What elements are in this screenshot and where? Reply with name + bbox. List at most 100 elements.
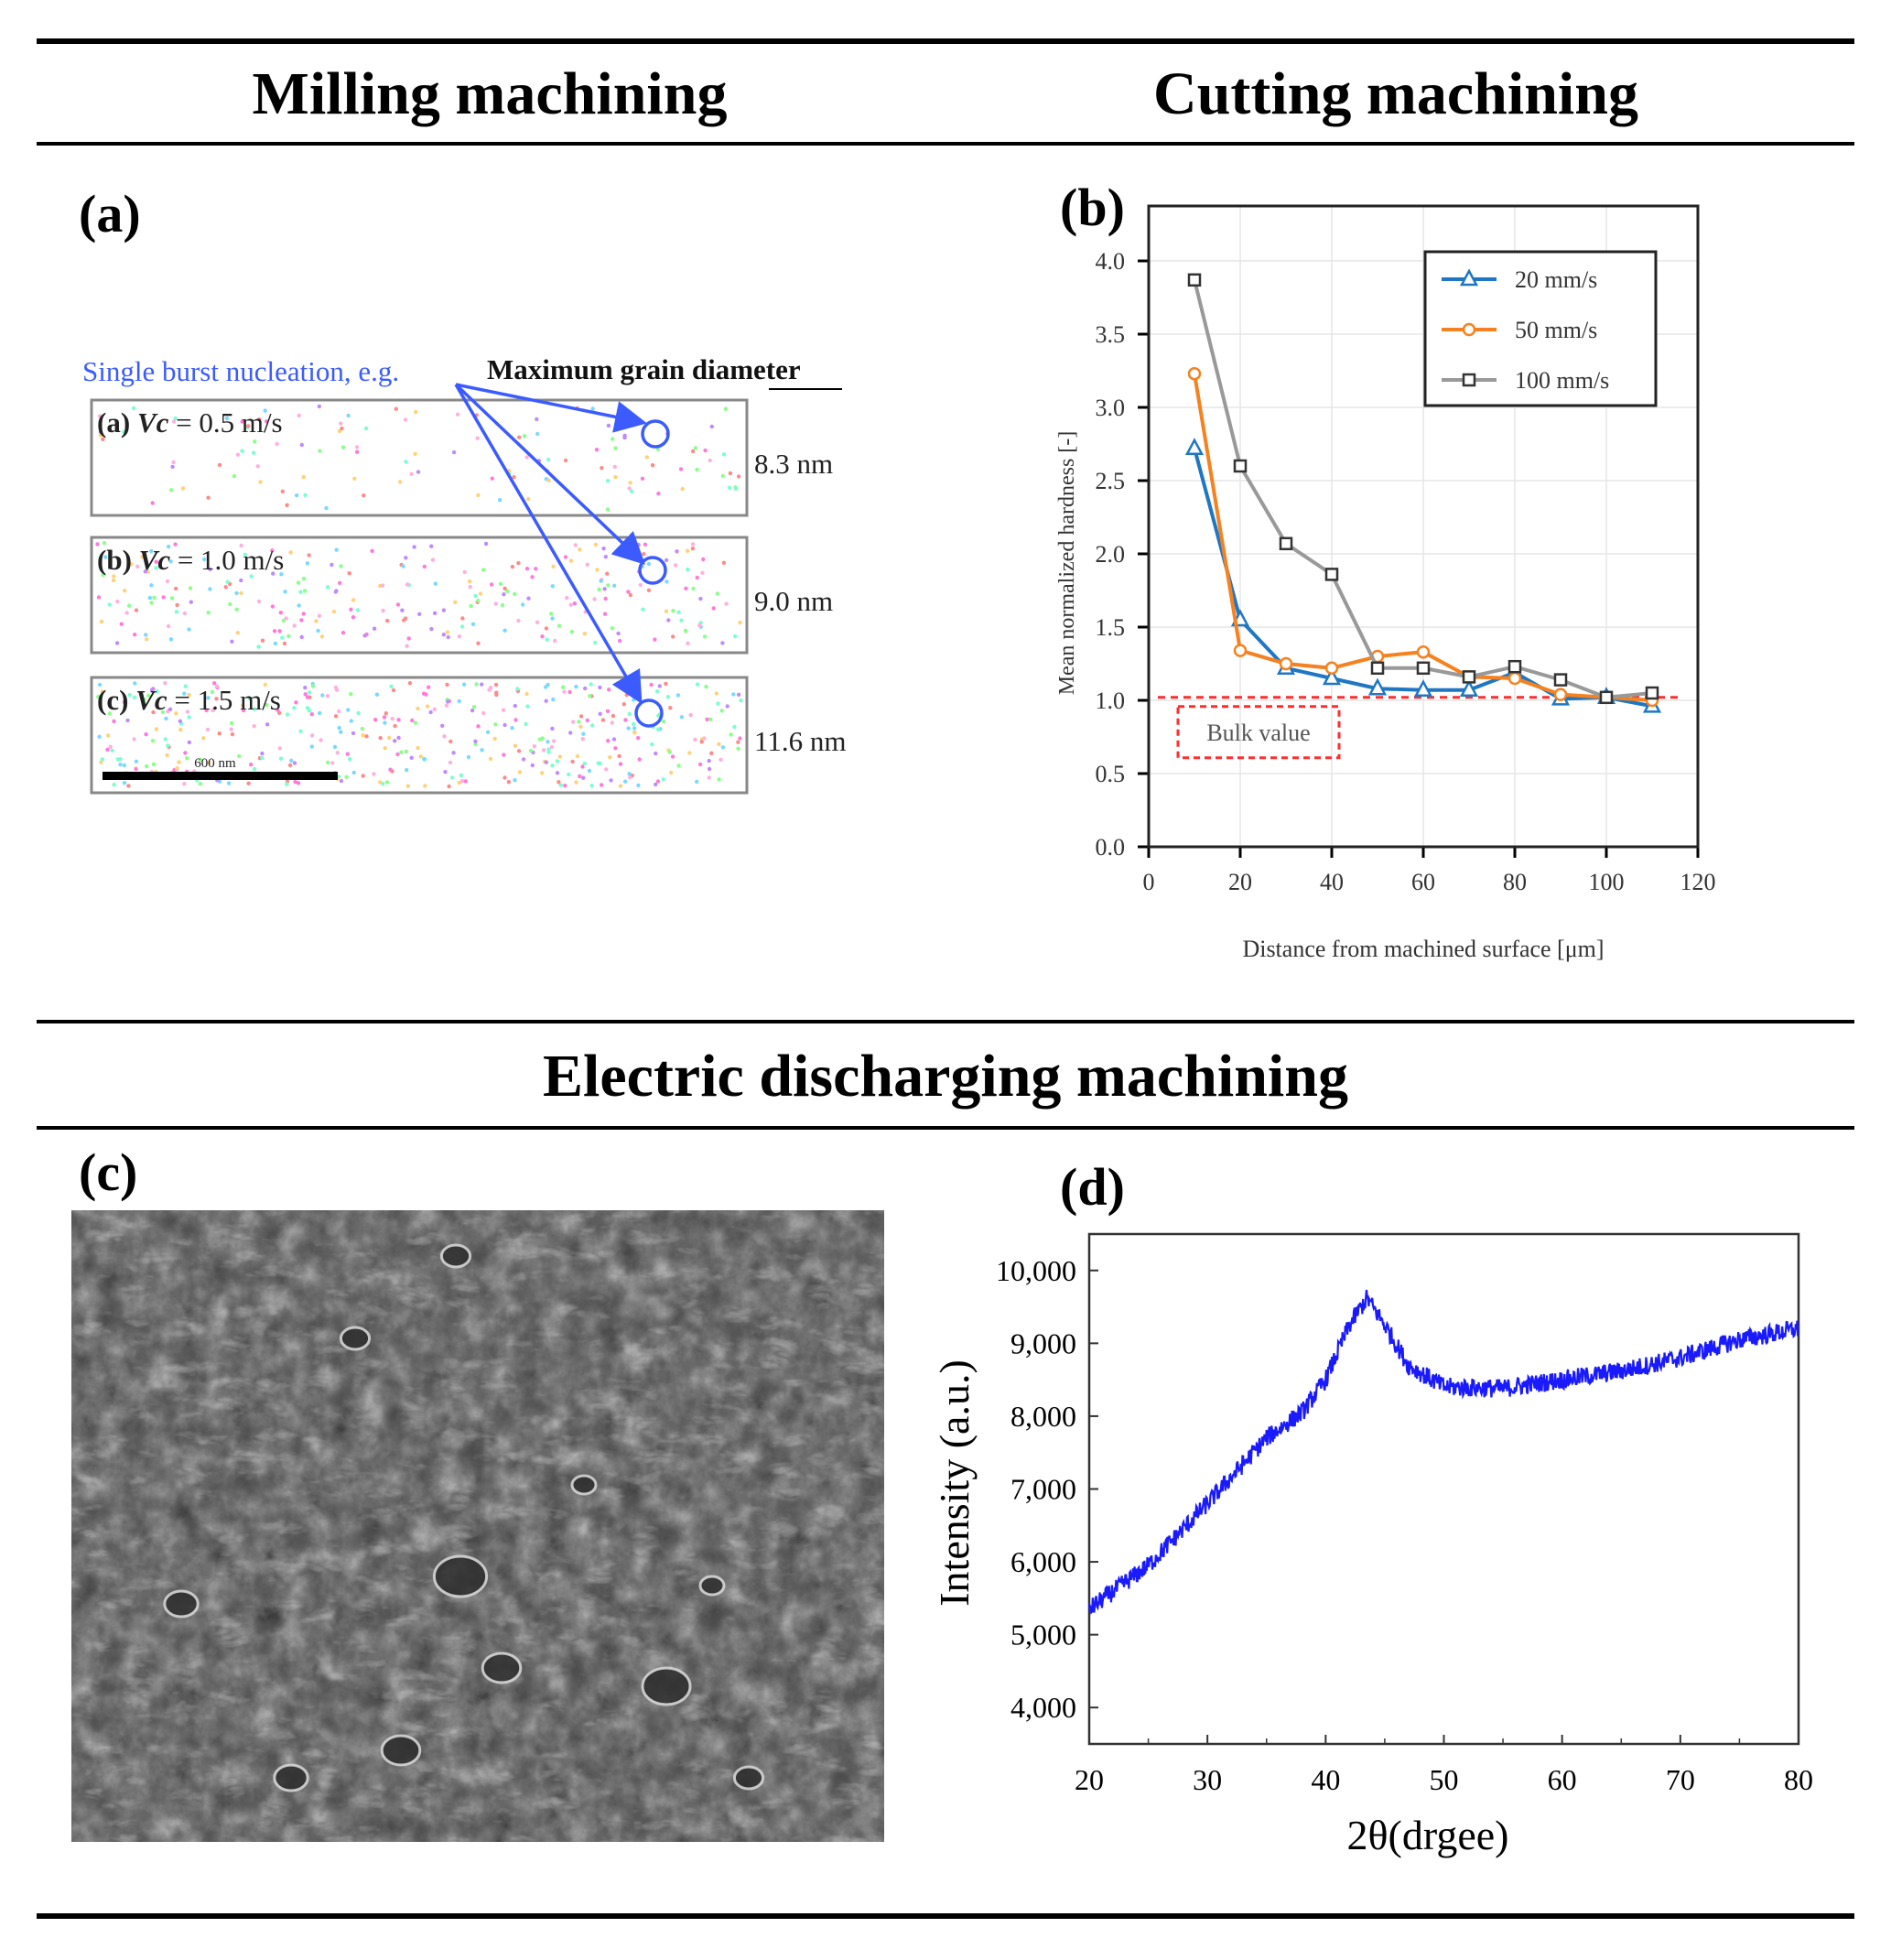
grain-dot [627,772,632,776]
grain-dot [173,542,178,547]
grain-dot [429,544,434,548]
grain-dot [165,579,170,584]
grain-dot [654,751,658,756]
grain-dot [661,777,665,782]
grain-dot [513,703,517,709]
grain-dot [122,781,127,785]
grain-dot [432,707,437,711]
grain-dot [178,719,182,723]
x-tick-label: 30 [1193,1763,1222,1796]
grain-dot [298,590,303,594]
grain-dot [168,559,173,564]
grain-dot [442,734,447,739]
grain-dot [502,592,506,597]
grain-dot [568,602,573,607]
grain-dot [387,735,392,741]
row-frame-b [90,536,749,655]
grain-dot [585,562,589,567]
grain-dot [595,568,600,572]
panel-label-c: (c) [79,1142,138,1202]
sem-image [71,1210,884,1842]
grain-dot [280,635,285,640]
panel-a-figure: Single burst nucleation, e.g. Maximum gr… [82,353,846,795]
grain-dot [396,735,401,741]
row-label-a: (a) Vc = 0.5 m/s [97,406,283,439]
grain-dot [466,754,471,760]
grain-dot [384,711,388,716]
grain-dot [316,628,320,633]
grain-dot [345,752,350,756]
grain-dot [699,740,704,744]
grain-dot [237,753,242,759]
grain-dot [167,707,173,711]
grain-dot [206,696,211,700]
data-point [1370,661,1385,676]
grain-dot [602,587,607,591]
grain-dot [182,691,187,696]
nucleation-label: Single burst nucleation, e.g. [82,355,399,387]
grain-dot [605,571,610,576]
arrow-b [454,383,646,565]
grain-dot [292,761,297,765]
grain-dot [664,558,669,563]
grain-dot [166,743,170,748]
grain-dot [459,624,465,629]
grain-dot [534,567,538,571]
grain-dot [332,744,338,750]
grain-dot [500,602,505,608]
grain-dot [600,783,604,787]
grain-dot [695,779,699,785]
x-tick-label: 20 [1075,1763,1104,1796]
grain-dot [655,779,661,784]
grain-dot [685,548,690,553]
grain-dot [489,582,494,587]
grain-dot [112,783,116,787]
grain-dot [246,781,251,785]
grain-dot [299,618,304,623]
grain-dot [228,601,232,607]
grain-dot [317,404,321,409]
grain-dot [96,694,101,699]
grain-dot [593,542,599,547]
grain-dot [678,467,684,471]
grain-dot [488,756,493,761]
grain-dot [347,571,351,576]
grain-dot [406,636,411,641]
plot-frame-b [1147,204,1700,849]
grain-dot [422,756,427,762]
grain-dot [600,718,606,722]
grain-dot [568,731,573,735]
data-point [1324,568,1339,581]
sem-texture [71,1210,884,1842]
grain-dot [637,757,642,762]
grain-dot [303,686,308,690]
grain-dot [736,740,740,744]
legend-label: 100 mm/s [1515,367,1609,394]
grain-dot [99,619,104,624]
grain-dot [370,548,374,553]
section-title-cutting: Cutting machining [1153,60,1638,127]
grain-dot [700,570,705,575]
grain-dot [608,755,612,760]
grain-dot [708,717,713,721]
grain-dot [214,697,219,701]
grain-dot [174,711,178,716]
grain-dot [453,600,458,604]
grain-dot [285,782,289,786]
grain-dot [260,751,265,756]
grain-dot [502,775,507,780]
grain-dot [603,555,608,559]
grain-dot [144,731,148,737]
grain-dot [404,460,408,464]
grain-dot [272,629,277,633]
data-point [1279,536,1293,551]
grain-dot [516,560,521,566]
grain-dot [691,586,696,591]
grain-dot [154,559,158,564]
grain-dot [598,711,602,716]
grain-dot [127,693,132,698]
grain-dot [581,775,586,780]
y-tick-label: 3.5 [1096,321,1126,348]
grain-dot [422,564,427,569]
grain-dot [364,734,369,739]
